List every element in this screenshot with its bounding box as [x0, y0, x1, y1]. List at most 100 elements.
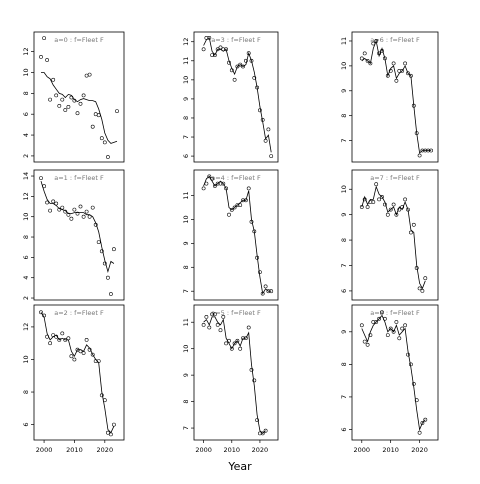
x-tick-label: 2010 — [66, 446, 83, 454]
y-tick-label: 9 — [182, 97, 190, 101]
observed-point — [414, 131, 419, 136]
y-tick-label: 6 — [340, 427, 348, 431]
observed-point — [391, 61, 396, 66]
observed-point — [252, 76, 257, 80]
observed-point — [394, 320, 399, 324]
observed-point — [249, 219, 254, 224]
panel-frame — [33, 304, 125, 441]
fitted-line — [361, 39, 432, 154]
observed-point — [51, 333, 56, 338]
panel-frame — [351, 31, 439, 163]
panel-a1: a=1 : f=Fleet F 2 4 6 8 10 12 14 — [22, 169, 125, 301]
observed-point — [45, 200, 50, 205]
observed-point — [221, 314, 226, 319]
observed-point — [371, 41, 376, 46]
observed-point — [400, 326, 405, 331]
observed-point — [246, 51, 251, 56]
observed-point — [362, 339, 367, 344]
observed-point — [263, 284, 268, 289]
x-tick-label: 2020 — [411, 446, 428, 454]
observed-point — [260, 118, 265, 122]
observed-point — [210, 53, 215, 58]
observed-point — [408, 362, 413, 367]
observed-point — [362, 197, 367, 202]
observed-point — [48, 341, 53, 346]
observed-point — [252, 229, 257, 234]
observed-point — [229, 68, 234, 73]
panel-a0: a=0 : f=Fleet F 2 4 6 8 10 12 — [22, 31, 125, 163]
observed-point — [238, 203, 243, 208]
observed-point — [403, 323, 408, 328]
observed-point — [394, 78, 399, 83]
observed-point — [406, 71, 410, 76]
panel-frame — [33, 169, 125, 301]
fitted-line — [203, 37, 272, 153]
observed-point — [420, 288, 425, 293]
observed-point — [204, 314, 209, 319]
panel-title: a=3 : f=Fleet F — [211, 36, 261, 44]
x-tick-label: 2020 — [252, 446, 269, 454]
observed-point — [420, 421, 425, 425]
y-tick-label: 10 — [22, 213, 30, 221]
observed-point — [227, 338, 231, 343]
observed-point — [66, 212, 71, 217]
observed-point — [235, 64, 240, 69]
panel-frame — [193, 169, 279, 301]
observed-point — [380, 49, 384, 53]
observed-point — [112, 422, 116, 427]
observed-point — [246, 186, 251, 191]
observed-point — [411, 381, 416, 386]
observed-point — [257, 431, 262, 436]
observed-point — [229, 346, 234, 351]
y-tick-label: 10 — [340, 185, 348, 193]
y-tick-label: 7 — [340, 395, 348, 399]
observed-point — [102, 140, 107, 145]
observed-point — [374, 320, 379, 324]
observed-point — [218, 45, 223, 50]
y-tick-label: 12 — [22, 323, 30, 331]
panel-title: a=5 : f=Fleet F — [211, 309, 261, 317]
x-tick-label: 2010 — [382, 446, 399, 454]
observed-point — [45, 58, 50, 62]
observed-point — [374, 182, 379, 187]
panel-title: a=0 : f=Fleet F — [54, 36, 104, 44]
observed-point — [215, 47, 220, 52]
y-tick-label: 7 — [340, 263, 348, 267]
observed-point — [201, 322, 206, 327]
observed-point — [207, 325, 212, 330]
observed-point — [115, 109, 119, 114]
panel-a3: a=3 : f=Fleet F 6 7 8 9 10 11 12 — [182, 31, 279, 163]
observed-point — [66, 336, 71, 341]
observed-point — [423, 417, 428, 422]
observed-point — [72, 98, 77, 103]
y-tick-label: 7 — [182, 426, 190, 430]
observed-point — [232, 77, 237, 82]
x-tick-label: 2000 — [195, 446, 212, 454]
y-tick-label: 11 — [182, 318, 190, 326]
y-tick-label: 6 — [22, 423, 30, 427]
observed-point — [201, 47, 206, 52]
observed-point — [368, 333, 373, 338]
observed-point — [406, 352, 410, 357]
observed-point — [260, 431, 265, 436]
observed-point — [99, 249, 104, 254]
y-tick-label: 7 — [340, 139, 348, 143]
panel-frame — [33, 31, 125, 163]
observed-point — [359, 323, 364, 328]
observed-point — [394, 212, 399, 217]
observed-point — [90, 352, 95, 357]
observed-point — [39, 310, 43, 315]
observed-point — [78, 101, 83, 106]
y-tick-label: 6 — [22, 112, 30, 116]
y-tick-label: 10 — [182, 76, 190, 84]
y-tick-label: 11 — [340, 37, 348, 45]
observed-point — [382, 56, 387, 61]
panel-title: a=2 : f=Fleet F — [54, 309, 104, 317]
observed-point — [388, 69, 393, 73]
observed-point — [210, 176, 215, 181]
observed-point — [72, 357, 77, 362]
observed-point — [87, 72, 92, 77]
panel-a2: a=2 : f=Fleet F 6 8 10 12 2000 2010 2020 — [22, 304, 125, 454]
observed-point — [380, 310, 384, 315]
